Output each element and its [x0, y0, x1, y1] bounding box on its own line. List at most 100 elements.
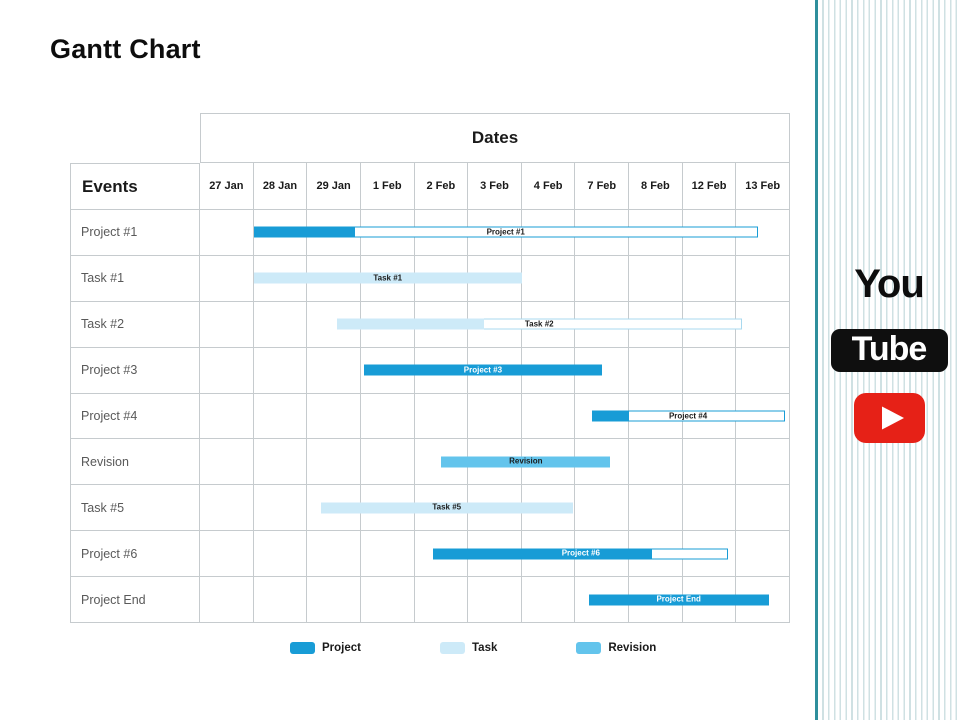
gantt-bar-project-4: Project #4 [591, 410, 785, 422]
column-header: 7 Feb [575, 163, 630, 209]
gantt-bar-progress [253, 226, 356, 238]
gantt-row-project-1: Project #1 [200, 210, 790, 256]
grid-cell [361, 439, 415, 485]
event-row-label-project-6: Project #6 [70, 531, 200, 578]
gantt-row-task-5: Task #5 [200, 485, 790, 532]
grid-cell [736, 439, 790, 485]
legend-label: Task [472, 642, 498, 654]
grid-cell [575, 347, 630, 393]
grid-cell [736, 577, 790, 623]
gantt-row-task-2: Task #2 [200, 301, 790, 348]
grid-cell [361, 393, 415, 439]
grid-cell [683, 531, 737, 577]
grid-cell [629, 439, 683, 485]
grid-cell [254, 393, 308, 439]
grid-cell [200, 301, 254, 347]
grid-cell [736, 485, 790, 531]
grid-cell [254, 301, 308, 347]
column-header: 2 Feb [415, 163, 469, 209]
legend-swatch-revision [576, 642, 602, 654]
events-header: Events [70, 163, 200, 210]
gantt-bar-label: Task #2 [524, 319, 554, 329]
youtube-logo: You Tube [818, 264, 960, 443]
legend-item-task: Task [440, 642, 497, 654]
grid-cell [736, 255, 790, 301]
event-row-label-revision: Revision [70, 439, 200, 486]
legend-swatch-project [290, 642, 315, 654]
grid-cell [307, 347, 361, 393]
grid-cell [468, 393, 522, 439]
gantt-row-task-1: Task #1 [200, 255, 790, 302]
gantt-bar-label: Task #1 [373, 273, 403, 283]
grid-cell [575, 485, 630, 531]
gantt-table: Dates Events 27 Jan 28 Jan 29 Jan 1 Feb 2 Fe… [70, 113, 790, 624]
gantt-bar-label: Task #5 [432, 502, 462, 512]
legend-label: Revision [608, 642, 657, 654]
legend: Project Task Revision [290, 642, 656, 654]
column-header: 27 Jan [200, 163, 254, 209]
grid-cell [736, 301, 790, 347]
grid-cell [415, 393, 469, 439]
grid-cell [200, 255, 254, 301]
gantt-bar-revision: Revision [441, 456, 611, 468]
gantt-bar-label: Revision [509, 456, 543, 466]
grid-cell [522, 485, 576, 531]
grid-cell [736, 210, 790, 255]
grid-cell [254, 439, 308, 485]
gantt-bar-label: Project End [656, 594, 701, 604]
grid-cell [254, 577, 308, 623]
grid-cell [683, 255, 737, 301]
gantt-bar-task-5: Task #5 [320, 502, 573, 514]
gantt-row-project-end: Project End [200, 577, 790, 624]
gantt-bar-project-6: Project #6 [433, 548, 729, 560]
grid-cell [200, 210, 254, 255]
youtube-tube-badge: Tube [830, 329, 948, 372]
grid-cell [200, 393, 254, 439]
grid-cell [736, 347, 790, 393]
gantt-bar-label: Project #3 [463, 365, 503, 375]
dates-group-header: Dates [200, 113, 790, 163]
gantt-bar-task-2: Task #2 [336, 318, 742, 330]
grid-cell [629, 485, 683, 531]
legend-swatch-task [440, 642, 465, 654]
grid-cell [200, 347, 254, 393]
grid-cell [629, 347, 683, 393]
column-header: 28 Jan [254, 163, 308, 209]
column-header: 4 Feb [522, 163, 576, 209]
grid-cell [200, 531, 254, 577]
grid-cell [683, 347, 737, 393]
column-header: 3 Feb [468, 163, 522, 209]
column-header: 13 Feb [736, 163, 790, 209]
grid-cell [361, 577, 415, 623]
column-header: 12 Feb [683, 163, 737, 209]
grid-cell [736, 393, 790, 439]
gantt-bar-label: Project #4 [668, 411, 708, 420]
column-header: 29 Jan [307, 163, 361, 209]
event-row-label-task-1: Task #1 [70, 255, 200, 302]
gantt-row-project-4: Project #4 [200, 393, 790, 440]
slide-title: Gantt Chart [50, 34, 201, 64]
event-row-label-project-3: Project #3 [70, 347, 200, 394]
grid-cell [575, 255, 630, 301]
youtube-play-icon [853, 393, 925, 443]
grid-cell [307, 439, 361, 485]
grid-cell [522, 393, 576, 439]
column-header: 1 Feb [361, 163, 415, 209]
gantt-row-revision: Revision [200, 439, 790, 486]
grid-cell [307, 531, 361, 577]
gantt-bar-project-end: Project End [588, 594, 769, 606]
legend-item-project: Project [290, 642, 361, 654]
grid-cell [254, 531, 308, 577]
gantt-bar-progress [336, 318, 484, 330]
gantt-bar-project-1: Project #1 [253, 226, 758, 238]
grid-cell [575, 439, 630, 485]
grid-cell [522, 255, 576, 301]
grid-cell [200, 439, 254, 485]
gantt-bar-progress [433, 548, 652, 560]
grid-cell [200, 577, 254, 623]
grid-cell [254, 347, 308, 393]
gantt-bar-label: Project #1 [486, 227, 525, 237]
gantt-bar-task-1: Task #1 [253, 272, 522, 284]
grid-cell [415, 577, 469, 623]
